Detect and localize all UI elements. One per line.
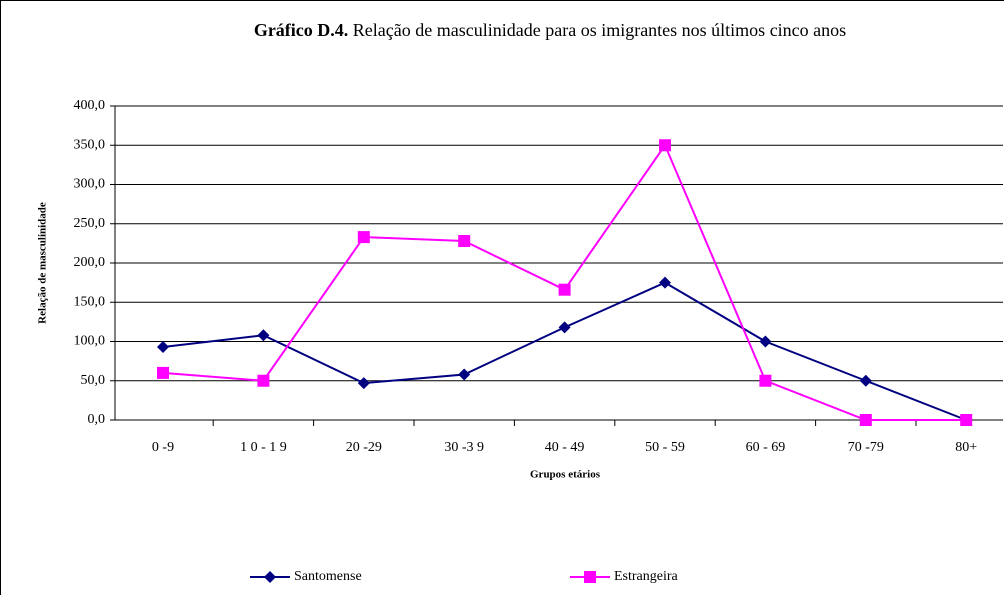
point <box>257 329 270 342</box>
point <box>558 283 571 296</box>
point <box>659 139 671 152</box>
y-tick-label: 150,0 <box>74 294 106 309</box>
x-tick-label: 30 -3 9 <box>444 440 484 455</box>
x-axis-label: Grupos etários <box>530 469 601 481</box>
point <box>357 231 370 244</box>
point <box>759 374 772 387</box>
chart-title: Gráfico D.4. Relação de masculinidade pa… <box>254 20 846 40</box>
y-tick-label: 100,0 <box>74 334 106 349</box>
y-tick-label: 300,0 <box>74 177 106 192</box>
legend-marker <box>584 571 596 583</box>
point <box>458 368 471 381</box>
legend-label: Estrangeira <box>614 569 679 584</box>
legend-marker <box>264 571 276 583</box>
x-tick-label: 70 -79 <box>848 440 884 455</box>
y-tick-label: 350,0 <box>74 137 106 152</box>
point <box>458 235 471 248</box>
point <box>357 377 370 390</box>
x-tick-label: 20 -29 <box>346 440 382 455</box>
point <box>859 414 872 426</box>
y-tick-label: 200,0 <box>74 255 106 270</box>
point <box>558 321 571 334</box>
point <box>659 276 671 289</box>
title-number: Gráfico D.4. <box>254 20 348 40</box>
x-tick-label: 80+ <box>955 440 977 455</box>
point <box>257 374 270 387</box>
x-tick-label: 1 0 - 1 9 <box>240 440 287 455</box>
x-tick-label: 50 - 59 <box>645 440 685 455</box>
point <box>859 374 872 387</box>
x-tick-label: 0 -9 <box>152 440 174 455</box>
x-tick-label: 60 - 69 <box>746 440 786 455</box>
point <box>960 414 973 426</box>
title-text: Relação de masculinidade para os imigran… <box>353 20 846 40</box>
y-tick-label: 0,0 <box>88 412 106 427</box>
y-axis-label: Relação de masculinidade <box>37 202 49 324</box>
legend-label: Santomense <box>294 569 362 584</box>
x-tick-label: 40 - 49 <box>545 440 585 455</box>
point <box>157 340 169 353</box>
y-tick-label: 250,0 <box>74 216 106 231</box>
y-tick-label: 400,0 <box>74 98 106 113</box>
point <box>157 366 169 379</box>
point <box>759 335 772 348</box>
y-tick-label: 50,0 <box>81 373 106 388</box>
